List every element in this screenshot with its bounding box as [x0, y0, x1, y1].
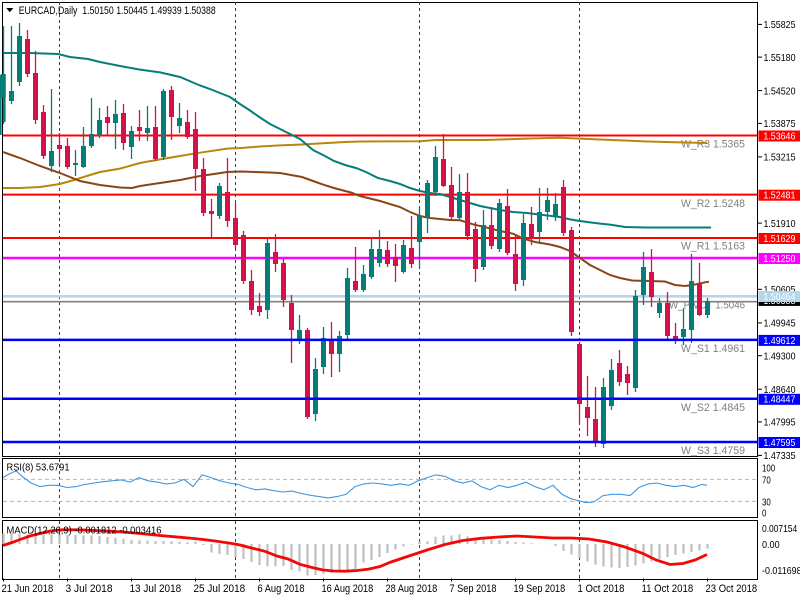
svg-text:W_S3 1.4759: W_S3 1.4759 [681, 445, 745, 457]
svg-text:W_S2 1.4845: W_S2 1.4845 [681, 402, 745, 414]
svg-text:1 Oct 2018: 1 Oct 2018 [578, 583, 625, 595]
svg-text:19 Sep 2018: 19 Sep 2018 [514, 583, 566, 595]
svg-text:7 Sep 2018: 7 Sep 2018 [450, 583, 497, 595]
svg-text:-0.011698: -0.011698 [762, 565, 800, 577]
svg-text:1.55825: 1.55825 [764, 19, 796, 31]
svg-text:W_R2 1.5248: W_R2 1.5248 [681, 198, 745, 210]
svg-text:0: 0 [762, 508, 767, 520]
svg-text:11 Oct 2018: 11 Oct 2018 [642, 583, 694, 595]
svg-text:1.55180: 1.55180 [764, 52, 796, 64]
svg-text:1.47335: 1.47335 [764, 450, 796, 462]
svg-text:21 Jun 2018: 21 Jun 2018 [2, 583, 54, 595]
svg-text:1.51910: 1.51910 [764, 218, 796, 230]
svg-text:28 Aug 2018: 28 Aug 2018 [386, 583, 438, 595]
svg-text:RSI(8) 53.6791: RSI(8) 53.6791 [7, 462, 70, 474]
svg-text:13 Jul 2018: 13 Jul 2018 [130, 583, 182, 595]
svg-text:1.48447: 1.48447 [763, 394, 795, 406]
svg-text:23 Oct 2018: 23 Oct 2018 [706, 583, 758, 595]
svg-text:1.54520: 1.54520 [764, 85, 796, 97]
svg-text:25 Jul 2018: 25 Jul 2018 [194, 583, 246, 595]
svg-text:16 Aug 2018: 16 Aug 2018 [322, 583, 374, 595]
svg-text:1.51250: 1.51250 [763, 253, 795, 265]
svg-text:1.53646: 1.53646 [763, 130, 795, 142]
svg-text:70: 70 [762, 474, 771, 486]
svg-text:1.51629: 1.51629 [763, 233, 795, 245]
svg-text:W_R1 1.5163: W_R1 1.5163 [681, 241, 745, 253]
svg-text:1.53215: 1.53215 [764, 152, 796, 164]
svg-text:W_S1 1.4961: W_S1 1.4961 [681, 343, 745, 355]
svg-text:1.49945: 1.49945 [764, 318, 796, 330]
svg-text:W_R3 1.5365: W_R3 1.5365 [681, 139, 745, 151]
svg-text:6 Aug 2018: 6 Aug 2018 [258, 583, 305, 595]
svg-text:MACD(12,26,9) -0.001812 -0.003: MACD(12,26,9) -0.001812 -0.003416 [7, 525, 162, 537]
svg-text:0.00: 0.00 [762, 539, 780, 551]
svg-text:0.007154: 0.007154 [762, 523, 797, 535]
svg-text:100: 100 [762, 463, 775, 475]
svg-text:1.47995: 1.47995 [764, 417, 796, 429]
svg-text:1.50464: 1.50464 [763, 291, 795, 303]
svg-text:EURCAD,Daily 1.50150 1.50445: EURCAD,Daily 1.50150 1.50445 1.49939 1.5… [19, 5, 216, 17]
svg-text:1.52481: 1.52481 [763, 190, 795, 202]
svg-text:3 Jul 2018: 3 Jul 2018 [66, 583, 113, 595]
svg-text:1.49612: 1.49612 [763, 335, 795, 347]
svg-text:1.53875: 1.53875 [764, 118, 796, 130]
svg-text:1.49300: 1.49300 [764, 351, 796, 363]
svg-text:1.47595: 1.47595 [763, 437, 795, 449]
